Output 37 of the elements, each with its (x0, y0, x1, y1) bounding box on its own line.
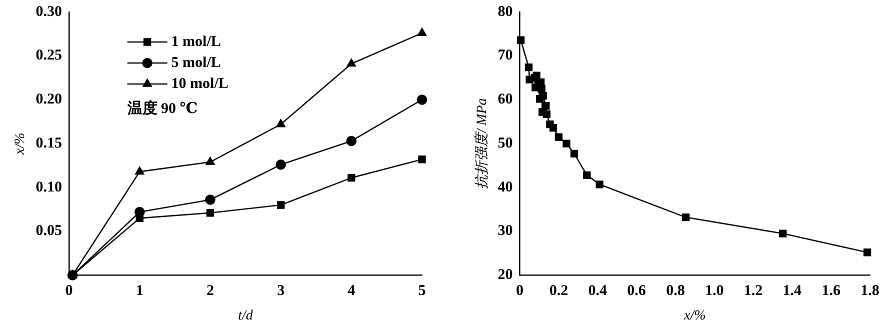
y-tick-label: 70 (498, 48, 513, 64)
y-tick-label: 40 (498, 179, 513, 196)
x-tick-label: 1.8 (860, 283, 880, 300)
legend-label: 5 mol/L (171, 54, 221, 71)
y-tick-label: 0.05 (36, 223, 62, 240)
y-tick-label: 60 (498, 92, 513, 108)
x-tick-label: 0 (516, 283, 524, 300)
x-tick-label: 1.0 (704, 283, 724, 300)
legend-label: 10 mol/L (171, 76, 228, 92)
x-axis-title: x/% (683, 308, 706, 324)
x-tick-label: 2 (206, 283, 214, 300)
y-tick-label: 0.30 (36, 4, 62, 20)
y-tick-label: 30 (498, 223, 513, 240)
x-tick-label: 3 (277, 283, 285, 300)
x-tick-label: 4 (348, 283, 356, 300)
y-tick-label: 20 (498, 267, 513, 284)
annotation: 温度 90 ℃ (126, 98, 198, 117)
legend-label: 1 mol/L (171, 34, 221, 50)
x-tick-label: 0 (65, 283, 73, 300)
x-tick-label: 1 (136, 283, 144, 300)
x-tick-label: 5 (418, 283, 426, 300)
x-tick-label: 0.4 (588, 283, 608, 300)
y-tick-label: 50 (498, 135, 513, 152)
x-tick-label: 1.6 (822, 283, 841, 300)
x-tick-label: 1.4 (782, 283, 802, 300)
y-tick-label: 0.25 (36, 48, 62, 64)
x-tick-label: 0.8 (666, 283, 685, 300)
y-tick-label: 80 (498, 4, 513, 20)
x-tick-label: 0.6 (627, 283, 646, 300)
x-tick-label: 0.2 (549, 283, 568, 300)
y-tick-label: 0.10 (36, 179, 62, 196)
y-tick-label: 0.15 (36, 135, 62, 152)
x-axis-title: t/d (238, 308, 254, 324)
y-axis-title: 抗折强度/ MPa (474, 98, 490, 189)
y-tick-label: 0.20 (36, 92, 62, 108)
y-axis-title: x/% (13, 132, 28, 156)
x-tick-label: 1.2 (744, 283, 763, 300)
